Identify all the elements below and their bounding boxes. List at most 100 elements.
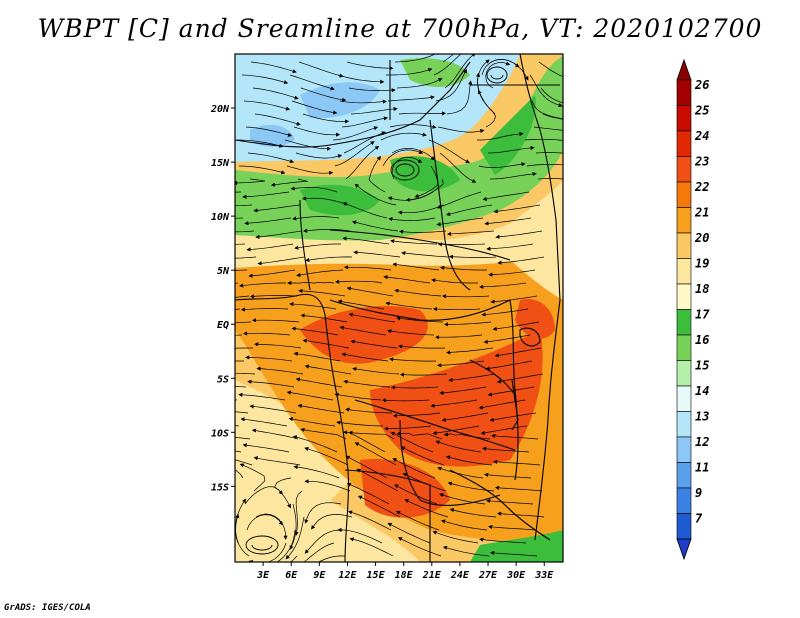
field-hot-core-1 xyxy=(300,306,428,364)
border-chad-sudan xyxy=(429,119,471,291)
streamline xyxy=(297,403,345,414)
colorbar-label: 19 xyxy=(695,257,709,271)
plot-frame xyxy=(234,53,564,563)
streamline xyxy=(439,152,477,183)
colorbar-label: 18 xyxy=(695,282,709,296)
streamline xyxy=(252,318,300,323)
streamline xyxy=(291,100,338,115)
streamline xyxy=(490,550,538,557)
streamline xyxy=(391,148,435,161)
streamline xyxy=(293,126,341,137)
streamline xyxy=(399,229,447,234)
streamline xyxy=(387,191,434,201)
streamline xyxy=(343,379,391,388)
streamline xyxy=(433,54,462,76)
colorbar-swatch xyxy=(676,79,692,106)
border-drc-east xyxy=(509,299,519,481)
lat-tick-label: 20N xyxy=(210,104,230,115)
streamline xyxy=(251,428,299,440)
streamline xyxy=(256,366,304,375)
streamline xyxy=(348,312,396,323)
streamline xyxy=(445,204,493,217)
streamline xyxy=(257,256,305,266)
colorbar-label: 20 xyxy=(694,231,709,245)
streamline xyxy=(292,435,338,453)
streamline xyxy=(477,131,524,141)
streamline xyxy=(382,149,424,167)
streamline xyxy=(487,145,535,154)
streamline xyxy=(497,511,545,518)
streamline xyxy=(235,411,249,414)
streamline xyxy=(235,425,240,427)
streamline xyxy=(246,243,294,252)
border-drc-north xyxy=(329,299,511,321)
country-borders xyxy=(235,54,561,562)
streamline xyxy=(290,186,338,193)
streamline xyxy=(484,217,532,226)
colorbar-swatch xyxy=(676,105,692,132)
lat-tick-label: EQ xyxy=(217,320,229,331)
colorbar-label: 22 xyxy=(694,180,709,194)
streamline xyxy=(345,407,393,414)
vortex-north xyxy=(486,66,508,84)
streamline xyxy=(303,228,351,233)
streamline xyxy=(432,425,480,435)
streamline xyxy=(249,294,298,299)
streamline xyxy=(295,152,343,159)
colorbar-label: 26 xyxy=(694,78,709,92)
streamline xyxy=(235,191,242,193)
streamline xyxy=(444,54,476,89)
streamline xyxy=(242,443,290,453)
field-sahel-darkgreen-2 xyxy=(390,156,460,192)
colorbar-label: 9 xyxy=(695,486,702,500)
streamline xyxy=(304,364,352,375)
streamline xyxy=(298,61,344,78)
streamlines-layer xyxy=(235,54,563,562)
colorbar-swatch xyxy=(676,130,692,157)
streamline xyxy=(397,537,442,557)
streamline xyxy=(488,269,536,277)
lon-tick-label: 9E xyxy=(313,570,326,581)
lon-tick-label: 24E xyxy=(450,570,470,581)
streamline xyxy=(244,217,292,226)
streamline xyxy=(390,431,434,453)
streamline xyxy=(540,87,563,104)
streamline xyxy=(538,61,563,77)
streamline xyxy=(533,126,563,131)
streamline xyxy=(345,145,380,180)
streamline xyxy=(305,256,353,263)
streamline xyxy=(286,165,334,175)
streamline xyxy=(337,527,383,544)
streamline xyxy=(396,78,443,89)
streamline xyxy=(404,499,449,518)
streamline xyxy=(387,522,431,544)
streamline xyxy=(290,555,298,562)
colorbar-swatch xyxy=(676,258,692,285)
field-north-green xyxy=(400,58,470,87)
lat-tick-label: 5N xyxy=(217,266,230,277)
vortex-marks xyxy=(245,66,508,555)
streamline xyxy=(542,113,563,120)
streamline xyxy=(349,537,394,557)
streamline xyxy=(337,299,385,310)
streamline xyxy=(300,313,348,323)
streamline xyxy=(496,373,544,384)
streamline xyxy=(491,433,539,440)
streamline xyxy=(353,250,401,258)
border-car xyxy=(329,229,511,261)
border-drc-south xyxy=(354,399,516,451)
streamline xyxy=(482,191,530,201)
streamline xyxy=(285,516,305,560)
lon-tick-label: 6E xyxy=(285,570,298,581)
streamline xyxy=(235,256,257,259)
lon-tick-label: 12E xyxy=(338,570,357,581)
streamline xyxy=(485,61,511,89)
streamline xyxy=(381,398,430,403)
streamline xyxy=(492,321,540,331)
lat-tick-label: 10N xyxy=(211,212,230,223)
streamline xyxy=(332,126,379,141)
lon-tick-label: 3E xyxy=(256,570,270,581)
streamline xyxy=(494,347,542,358)
lon-tick-label: 27E xyxy=(478,570,498,581)
streamline xyxy=(380,132,427,141)
